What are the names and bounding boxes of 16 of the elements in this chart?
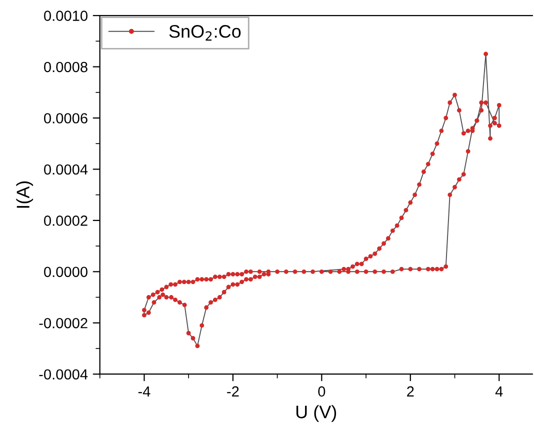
x-tick-label: -4 — [138, 386, 150, 396]
x-tick-label: 4 — [495, 386, 503, 396]
y-tick-label: 0.0008 — [44, 62, 88, 72]
legend-label: SnO$_{2}$:Co — [169, 25, 241, 41]
y-tick-label: -0.0004 — [39, 369, 88, 380]
y-tick-label: 0.0000 — [44, 266, 88, 278]
y-tick-label: 0.0006 — [44, 113, 88, 124]
y-tick-label: 0.0002 — [44, 216, 88, 226]
x-tick-label: 2 — [407, 386, 414, 396]
x-axis-title: U (V) — [296, 405, 336, 422]
y-tick-label: 0.0010 — [44, 10, 88, 21]
y-tick-label: 0.0004 — [44, 164, 88, 175]
x-tick-label: -2 — [227, 386, 239, 396]
x-tick-label: 0 — [318, 386, 326, 397]
y-axis-title: I(A) — [16, 181, 34, 208]
y-tick-label: -0.0002 — [39, 318, 88, 328]
